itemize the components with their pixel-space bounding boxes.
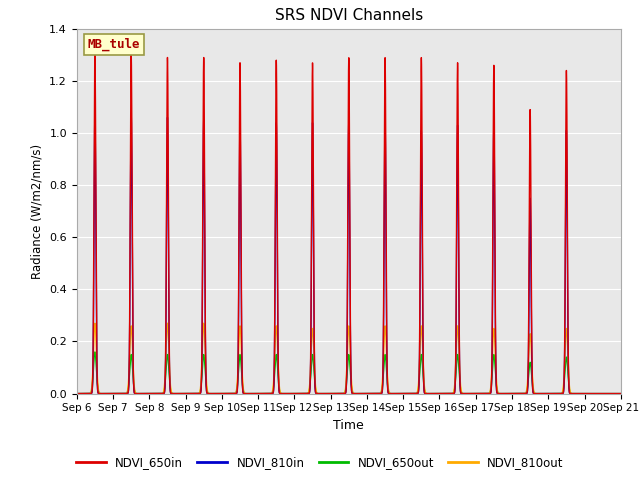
NDVI_810out	[184, 391, 191, 396]
Y-axis label: Radiance (W/m2/nm/s): Radiance (W/m2/nm/s)	[31, 144, 44, 279]
NDVI_650in	[424, 391, 431, 396]
NDVI_650out	[424, 391, 431, 396]
Line: NDVI_810in: NDVI_810in	[77, 115, 621, 394]
NDVI_810in	[91, 112, 99, 118]
NDVI_810in	[598, 391, 605, 396]
NDVI_650out	[276, 390, 284, 396]
NDVI_810in	[501, 391, 509, 396]
NDVI_810out	[615, 391, 623, 396]
NDVI_650in	[73, 391, 81, 396]
NDVI_650out	[617, 391, 625, 396]
NDVI_650in	[184, 391, 191, 396]
Text: MB_tule: MB_tule	[88, 38, 140, 51]
NDVI_650out	[189, 391, 197, 396]
NDVI_650in	[598, 391, 605, 396]
NDVI_810out	[189, 391, 197, 396]
NDVI_650in	[617, 391, 625, 396]
NDVI_650out	[615, 391, 623, 396]
NDVI_650in	[501, 391, 509, 396]
NDVI_810out	[617, 391, 625, 396]
Legend: NDVI_650in, NDVI_810in, NDVI_650out, NDVI_810out: NDVI_650in, NDVI_810in, NDVI_650out, NDV…	[72, 452, 568, 474]
NDVI_650out	[184, 391, 191, 396]
NDVI_810in	[617, 391, 625, 396]
NDVI_810out	[424, 391, 431, 396]
X-axis label: Time: Time	[333, 419, 364, 432]
NDVI_810in	[276, 391, 284, 396]
NDVI_810in	[615, 391, 623, 396]
Line: NDVI_650in: NDVI_650in	[77, 52, 621, 394]
NDVI_810in	[184, 391, 191, 396]
NDVI_650in	[91, 49, 99, 55]
NDVI_810in	[73, 391, 81, 396]
NDVI_810in	[189, 391, 197, 396]
NDVI_810out	[91, 320, 99, 326]
NDVI_650in	[276, 391, 284, 396]
NDVI_650in	[615, 391, 623, 396]
NDVI_650in	[189, 391, 197, 396]
NDVI_650out	[91, 349, 99, 355]
NDVI_650out	[501, 391, 509, 396]
Line: NDVI_650out: NDVI_650out	[77, 352, 621, 394]
Title: SRS NDVI Channels: SRS NDVI Channels	[275, 9, 423, 24]
NDVI_810in	[424, 391, 431, 396]
NDVI_650out	[73, 391, 81, 396]
NDVI_810out	[73, 391, 81, 396]
Line: NDVI_810out: NDVI_810out	[77, 323, 621, 394]
NDVI_810out	[276, 390, 284, 396]
NDVI_810out	[501, 391, 509, 396]
